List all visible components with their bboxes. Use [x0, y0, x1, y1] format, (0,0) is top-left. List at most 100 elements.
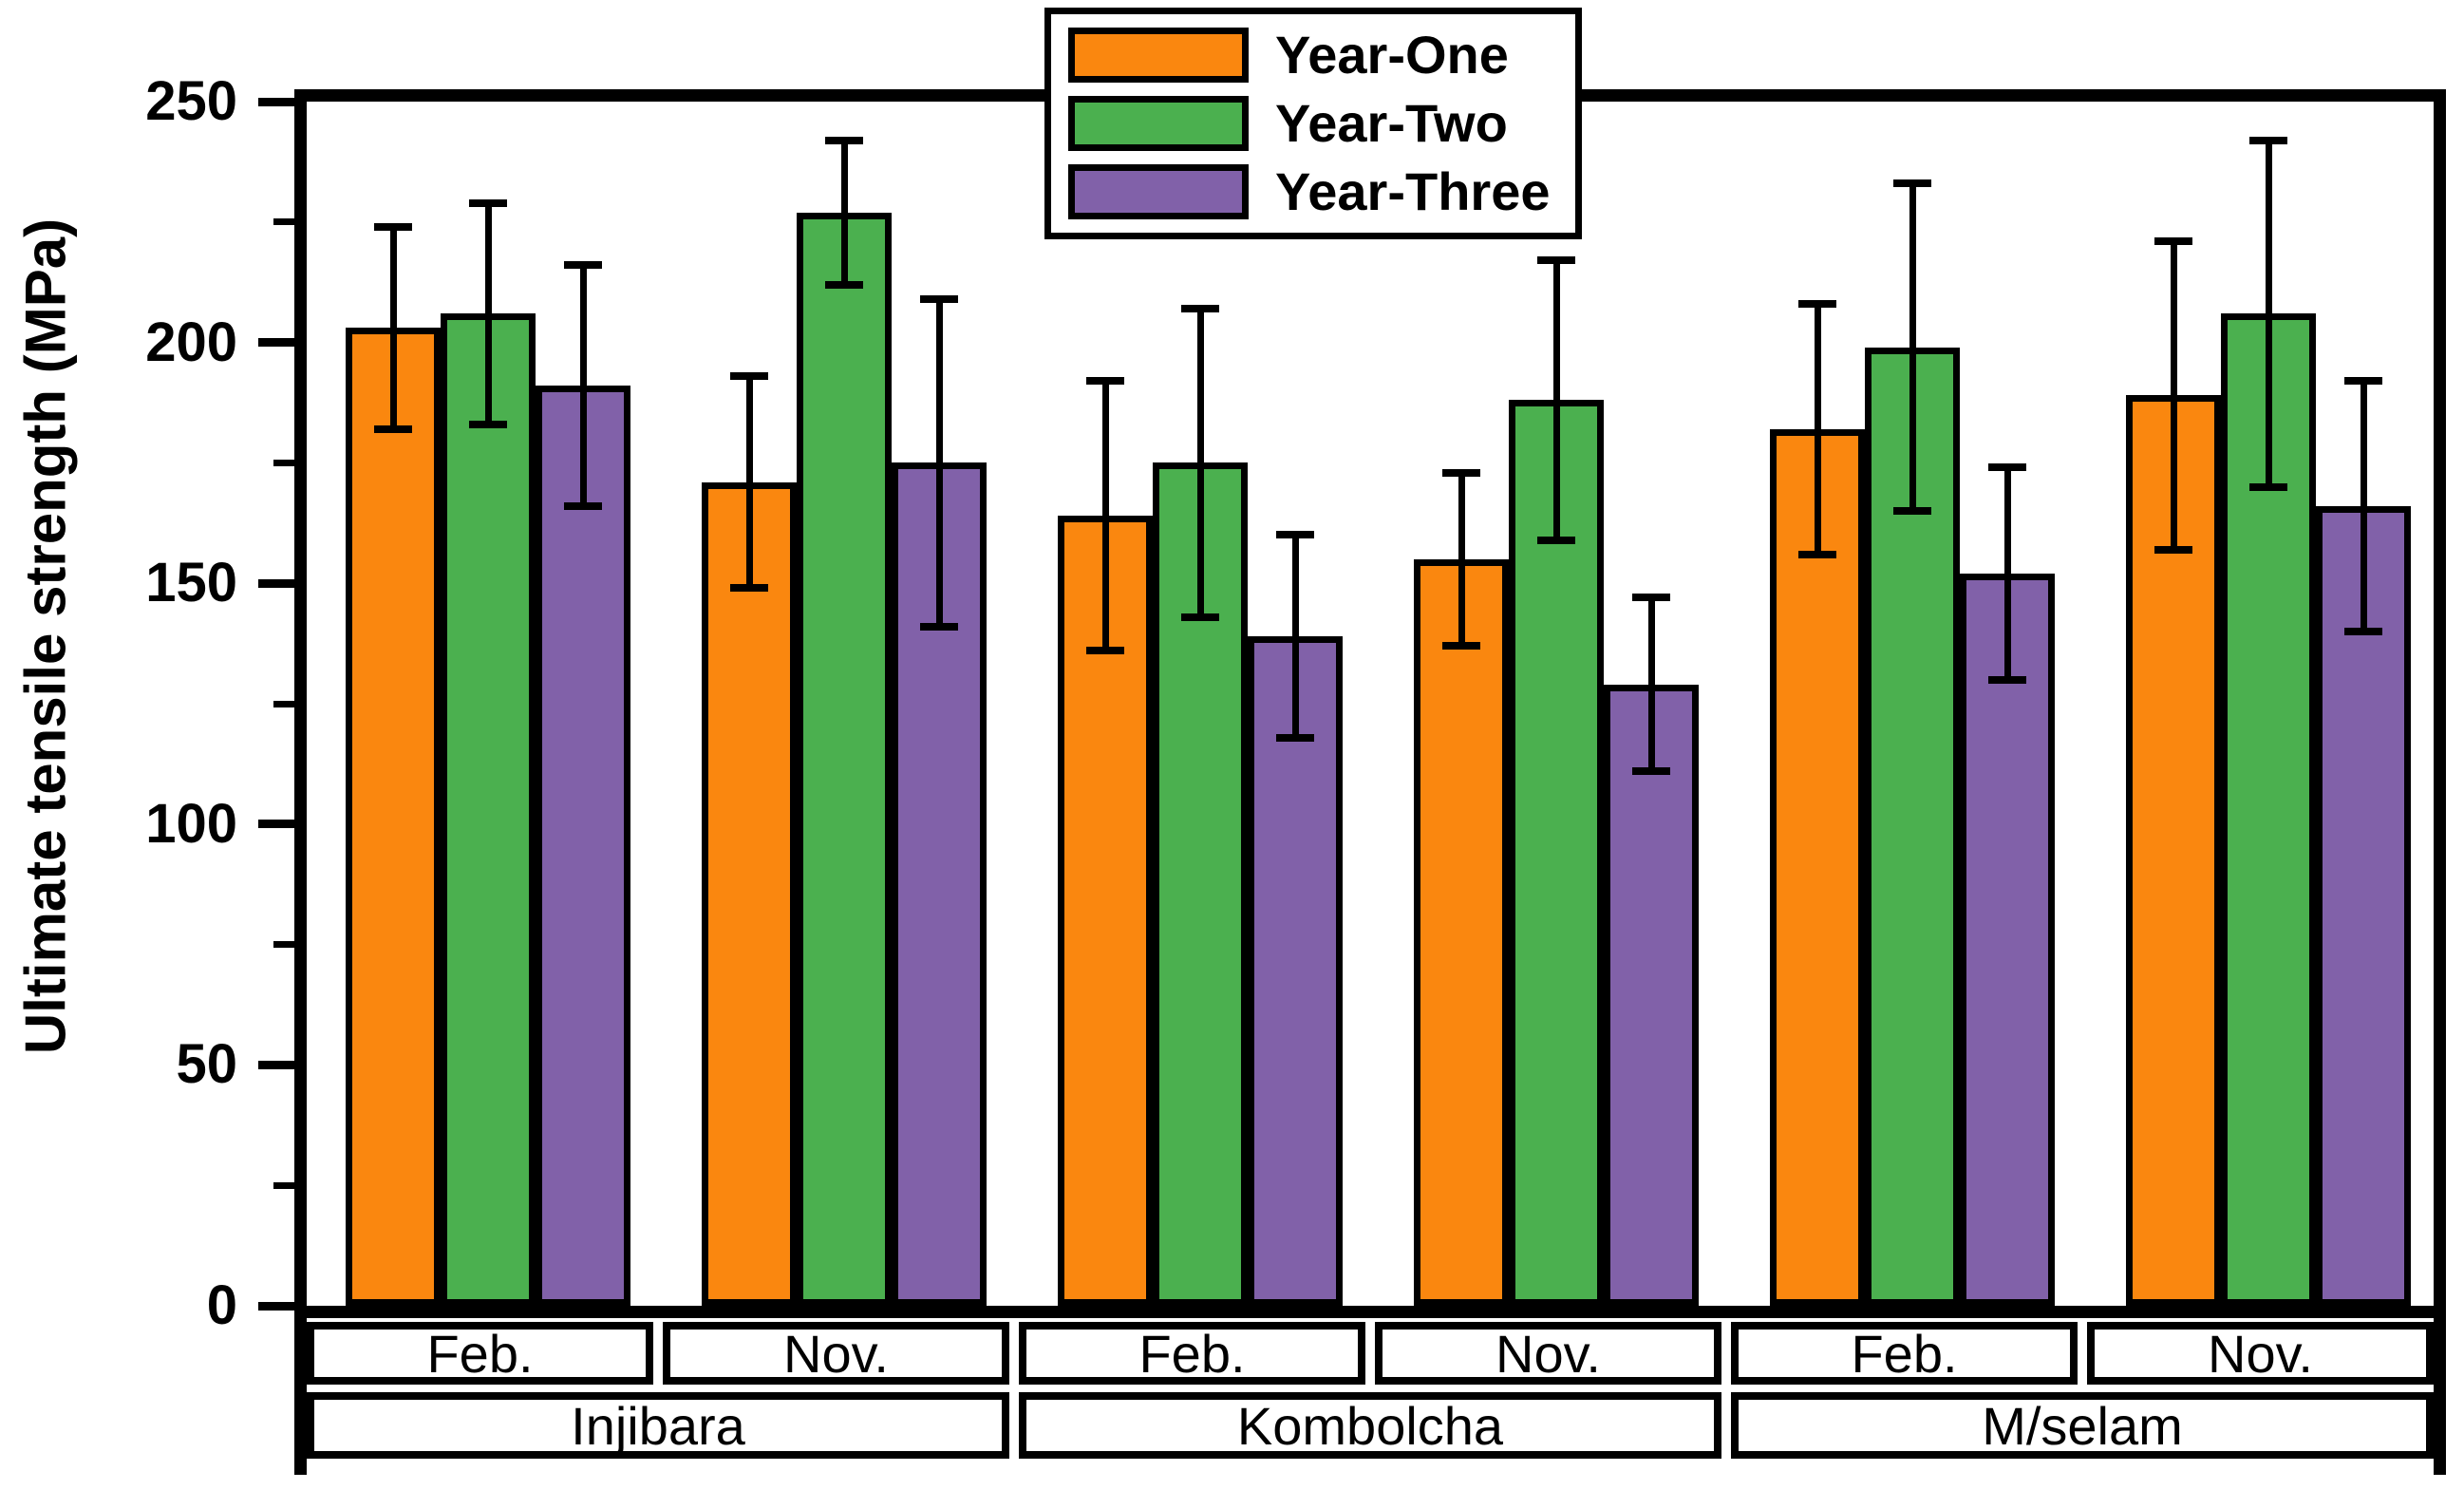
error-bar-whisker [2170, 241, 2177, 550]
bar-group-injibara-nov [702, 102, 987, 1306]
y-tick-label-100: 100 [145, 792, 237, 855]
bar-kombolcha-nov-year-three [1604, 684, 1699, 1306]
error-bar-cap-bottom [1893, 507, 1931, 516]
bar-kombolcha-nov-year-one [1414, 558, 1509, 1306]
x-axis-line [307, 1306, 2434, 1318]
error-bar-whisker [2265, 140, 2272, 487]
bar-injibara-feb-year-two [441, 313, 536, 1306]
error-bar-cap-top [1537, 256, 1575, 265]
error-bar-whisker [1458, 472, 1465, 647]
y-major-tick-250 [258, 97, 294, 106]
location-labels-row: Injibara Kombolcha M/selam [307, 1392, 2434, 1459]
error-bar-whisker [1101, 381, 1109, 651]
month-labels-row: Feb. Nov. Feb. Nov. Feb. Nov. [307, 1322, 2434, 1385]
error-bar-whisker [1552, 260, 1560, 540]
error-bar-whisker [745, 376, 753, 589]
y-minor-tick-75 [273, 941, 294, 949]
error-bar-cap-top [564, 261, 602, 270]
y-tick-label-0: 0 [206, 1274, 237, 1336]
bar-group-kombolcha-feb [1058, 102, 1343, 1306]
error-bar-cap-bottom [374, 424, 412, 433]
bar-wrap-year-one [1058, 102, 1153, 1306]
bar-group-m-selam-feb [1770, 102, 2055, 1306]
error-bar-cap-top [469, 198, 507, 207]
error-bar-whisker [484, 202, 492, 424]
error-bar-cap-bottom [920, 622, 958, 631]
y-tick-label-200: 200 [145, 311, 237, 373]
error-bar-cap-bottom [1632, 767, 1670, 775]
error-bar-cap-top [730, 372, 768, 381]
error-bar-cap-top [1276, 531, 1314, 539]
y-major-tick-50 [258, 1060, 294, 1069]
bar-wrap-year-three [1960, 102, 2055, 1306]
y-major-tick-150 [258, 578, 294, 588]
legend-swatch-year-one [1068, 28, 1249, 83]
error-bar-cap-top [2154, 237, 2192, 246]
error-bar-whisker [579, 265, 587, 507]
bar-kombolcha-nov-year-two [1509, 400, 1604, 1306]
error-bar-cap-top [1988, 463, 2026, 472]
legend-row-year-one: Year-One [1068, 26, 1551, 85]
bar-wrap-year-two [1509, 102, 1604, 1306]
error-bar-whisker [1909, 183, 1916, 512]
x-axis-table: Feb. Nov. Feb. Nov. Feb. Nov. Injibara Kombolc… [307, 1318, 2434, 1459]
bar-injibara-feb-year-three [536, 386, 630, 1306]
error-bar-cap-bottom [1276, 733, 1314, 742]
bar-wrap-year-one [1770, 102, 1865, 1306]
bar-wrap-year-three [1248, 102, 1343, 1306]
bar-group-injibara-feb [346, 102, 630, 1306]
error-bar-cap-top [920, 294, 958, 303]
legend-label-year-three: Year-Three [1275, 161, 1551, 221]
bar-wrap-year-two [441, 102, 536, 1306]
month-cell-kombolcha-feb: Feb. [1019, 1322, 1365, 1385]
error-bar-whisker [2003, 467, 2011, 680]
bar-m-selam-feb-year-one [1770, 428, 1865, 1306]
bar-wrap-year-two [797, 102, 892, 1306]
bar-injibara-nov-year-one [702, 481, 797, 1306]
bar-wrap-year-three [1604, 102, 1699, 1306]
legend-label-year-one: Year-One [1275, 25, 1509, 85]
error-bar-whisker [1647, 597, 1655, 771]
error-bar-cap-bottom [469, 420, 507, 428]
y-tick-label-250: 250 [145, 70, 237, 132]
error-bar-cap-top [1442, 468, 1480, 477]
y-minor-tick-225 [273, 218, 294, 226]
legend-row-year-two: Year-Two [1068, 94, 1551, 153]
bar-wrap-year-one [702, 102, 797, 1306]
bar-injibara-nov-year-two [797, 212, 892, 1306]
month-cell-kombolcha-nov: Nov. [1375, 1322, 1721, 1385]
location-cell-m-selam: M/selam [1731, 1392, 2434, 1459]
y-major-tick-200 [258, 338, 294, 348]
bars-area [307, 102, 2434, 1306]
bar-wrap-year-two [2221, 102, 2316, 1306]
error-bar-cap-top [1181, 305, 1219, 313]
y-major-tick-100 [258, 820, 294, 829]
error-bar-cap-bottom [1798, 550, 1836, 558]
error-bar-cap-top [1086, 377, 1124, 386]
bar-m-selam-feb-year-three [1960, 574, 2055, 1306]
error-bar-cap-top [2344, 377, 2382, 386]
legend: Year-One Year-Two Year-Three [1044, 8, 1582, 239]
y-minor-tick-175 [273, 459, 294, 466]
y-major-tick-0 [258, 1301, 294, 1311]
error-bar-cap-top [1893, 179, 1931, 188]
month-cell-m-selam-feb: Feb. [1731, 1322, 2078, 1385]
y-tick-label-150: 150 [145, 552, 237, 614]
bar-injibara-feb-year-one [346, 328, 441, 1306]
y-minor-tick-125 [273, 700, 294, 707]
error-bar-cap-bottom [2154, 545, 2192, 554]
error-bar-cap-top [2249, 136, 2287, 144]
bar-wrap-year-three [892, 102, 987, 1306]
error-bar-cap-bottom [730, 584, 768, 593]
error-bar-whisker [1814, 304, 1821, 555]
bar-wrap-year-one [1414, 102, 1509, 1306]
bar-kombolcha-feb-year-three [1248, 636, 1343, 1306]
month-cell-injibara-feb: Feb. [307, 1322, 653, 1385]
bar-wrap-year-two [1153, 102, 1248, 1306]
legend-label-year-two: Year-Two [1275, 93, 1508, 153]
error-bar-whisker [2360, 381, 2367, 632]
legend-swatch-year-two [1068, 96, 1249, 151]
bar-wrap-year-one [2126, 102, 2221, 1306]
error-bar-cap-bottom [1988, 675, 2026, 684]
